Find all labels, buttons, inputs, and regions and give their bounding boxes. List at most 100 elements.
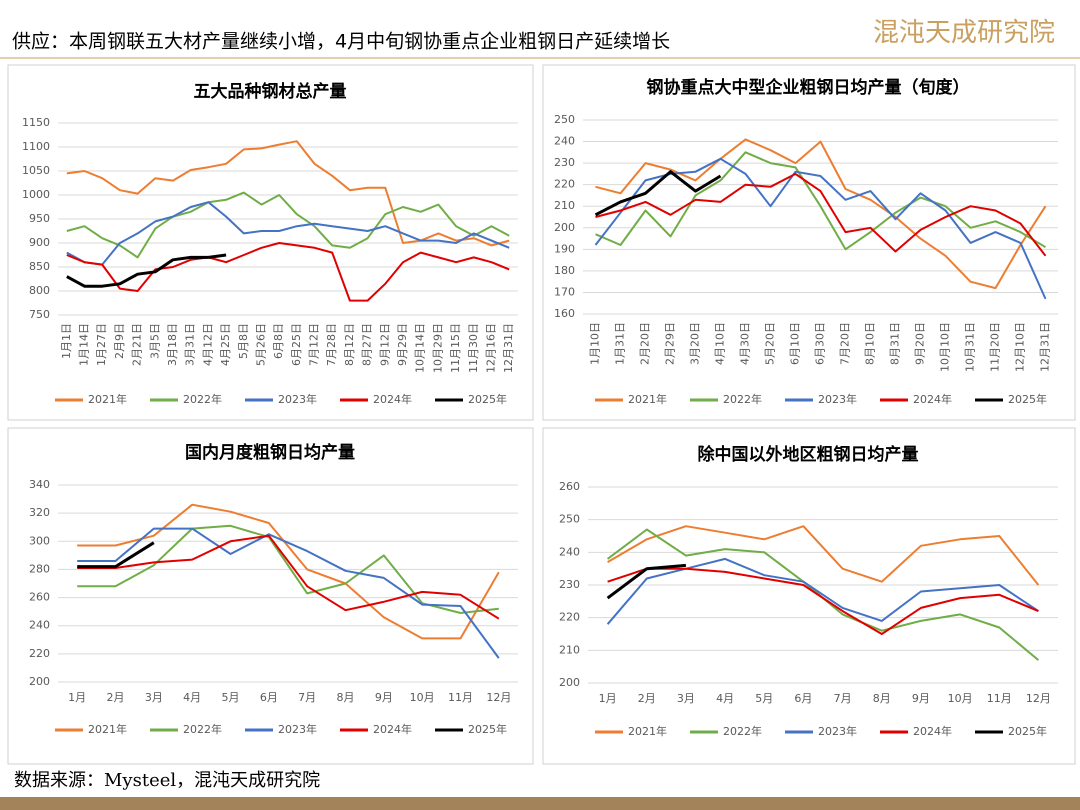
y-tick-label: 320	[29, 506, 50, 519]
legend-label: 2022年	[183, 722, 222, 736]
chart-title: 除中国以外地区粗钢日均产量	[698, 444, 919, 465]
chart-title: 国内月度粗钢日均产量	[185, 442, 355, 463]
x-tick-label: 5月20日	[764, 322, 777, 365]
x-tick-label: 1月31日	[614, 322, 627, 365]
y-tick-label: 1000	[22, 188, 50, 201]
y-tick-label: 170	[554, 285, 575, 298]
legend-label: 2023年	[818, 724, 857, 738]
x-tick-label: 1月1日	[60, 323, 73, 359]
x-tick-label: 8月31日	[889, 322, 902, 365]
y-tick-label: 240	[559, 545, 580, 558]
series-line	[594, 170, 722, 217]
x-tick-label: 7月	[298, 691, 316, 704]
x-tick-label: 9月	[375, 691, 393, 704]
source-note: 数据来源：Mysteel，混沌天成研究院	[14, 770, 320, 791]
y-tick-label: 260	[29, 591, 50, 604]
x-tick-label: 4月25日	[219, 323, 232, 366]
panel	[542, 64, 1076, 421]
x-tick-label: 8月	[873, 692, 891, 705]
x-tick-label: 5月	[755, 692, 773, 705]
x-tick-label: 4月30日	[739, 322, 752, 365]
x-tick-label: 2月9日	[113, 323, 126, 359]
x-tick-label: 1月14日	[78, 323, 91, 366]
legend-label: 2025年	[1008, 724, 1047, 738]
y-tick-label: 240	[554, 135, 575, 148]
x-tick-label: 11月15日	[449, 323, 462, 373]
x-tick-label: 12月31日	[1039, 322, 1052, 372]
x-tick-label: 12月	[1026, 692, 1051, 705]
x-tick-label: 9月12日	[378, 323, 391, 366]
legend-label: 2023年	[278, 722, 317, 736]
y-tick-label: 200	[554, 221, 575, 234]
x-tick-label: 5月26日	[254, 323, 267, 366]
x-tick-label: 10月31日	[964, 322, 977, 372]
series-line	[595, 151, 1047, 251]
legend-label: 2021年	[88, 722, 127, 736]
x-tick-label: 2月	[638, 692, 656, 705]
x-tick-label: 5月	[222, 691, 240, 704]
x-tick-label: 10月	[948, 692, 973, 705]
x-tick-label: 4月	[183, 691, 201, 704]
logo: 混沌天成研究院	[873, 18, 1055, 48]
x-tick-label: 11月	[987, 692, 1012, 705]
x-tick-label: 10月	[410, 691, 435, 704]
series-line	[606, 563, 687, 600]
legend-label: 2023年	[818, 392, 857, 406]
x-tick-label: 12月16日	[484, 323, 497, 373]
x-tick-label: 2月21日	[131, 323, 144, 366]
y-tick-label: 220	[559, 611, 580, 624]
x-tick-label: 3月5日	[148, 323, 161, 359]
y-tick-label: 1150	[22, 116, 50, 129]
series-line	[66, 191, 510, 259]
x-tick-label: 6月8日	[272, 323, 285, 359]
series-line	[77, 503, 500, 640]
legend-label: 2024年	[373, 392, 412, 406]
x-tick-label: 10月10日	[939, 322, 952, 372]
chart-title: 五大品种钢材总产量	[194, 81, 347, 102]
x-tick-label: 7月12日	[308, 323, 321, 366]
series-line	[66, 201, 510, 266]
x-tick-label: 11月30日	[467, 323, 480, 373]
legend-label: 2024年	[373, 722, 412, 736]
x-tick-label: 3月31日	[184, 323, 197, 366]
x-tick-label: 8月12日	[343, 323, 356, 366]
footer-bar	[0, 797, 1080, 810]
x-tick-label: 10月29日	[431, 323, 444, 373]
x-tick-label: 6月	[260, 691, 278, 704]
x-tick-label: 10月14日	[414, 323, 427, 373]
series-line	[595, 172, 1047, 257]
x-tick-label: 6月30日	[814, 322, 827, 365]
y-tick-label: 1100	[22, 140, 50, 153]
y-tick-label: 230	[559, 578, 580, 591]
x-tick-label: 11月20日	[989, 322, 1002, 372]
legend-label: 2024年	[913, 392, 952, 406]
x-tick-label: 12月10日	[1014, 322, 1027, 372]
y-tick-label: 850	[29, 260, 50, 273]
y-tick-label: 280	[29, 562, 50, 575]
y-tick-label: 180	[554, 264, 575, 277]
x-tick-label: 6月10日	[789, 322, 802, 365]
header-title: 供应：本周钢联五大材产量继续小增，4月中旬钢协重点企业粗钢日产延续增长	[12, 31, 670, 53]
legend-label: 2025年	[1008, 392, 1047, 406]
x-tick-label: 8月10日	[864, 322, 877, 365]
x-tick-label: 8月27日	[361, 323, 374, 366]
series-line	[77, 541, 155, 569]
y-tick-label: 250	[559, 513, 580, 526]
x-tick-label: 12月	[486, 691, 511, 704]
x-tick-label: 11月	[448, 691, 473, 704]
legend-label: 2022年	[183, 392, 222, 406]
series-line	[607, 567, 1039, 635]
series-line	[606, 557, 1039, 625]
series-line	[77, 527, 500, 659]
y-tick-label: 230	[554, 156, 575, 169]
y-tick-label: 250	[554, 113, 575, 126]
legend-label: 2022年	[723, 392, 762, 406]
y-tick-label: 220	[29, 647, 50, 660]
legend-label: 2022年	[723, 724, 762, 738]
x-tick-label: 1月10日	[589, 322, 602, 365]
series-line	[594, 157, 1047, 300]
y-tick-label: 800	[29, 284, 50, 297]
x-tick-label: 6月	[794, 692, 812, 705]
x-tick-label: 1月	[68, 691, 86, 704]
